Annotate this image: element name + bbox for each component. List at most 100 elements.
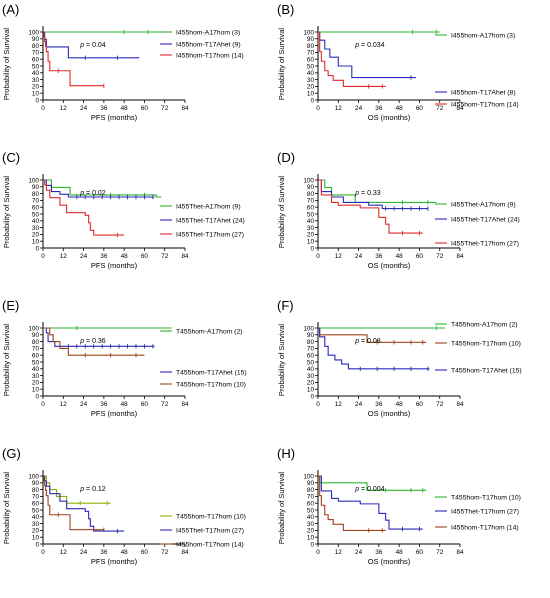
x-tick-label: 48 bbox=[121, 253, 129, 260]
x-tick-label: 60 bbox=[141, 401, 149, 408]
x-tick-label: 24 bbox=[80, 549, 88, 556]
y-tick-label: 30 bbox=[32, 521, 40, 528]
km-curve bbox=[43, 475, 125, 532]
p-symbol: p bbox=[79, 486, 84, 493]
y-tick-label: 100 bbox=[28, 177, 39, 184]
y-tick-label: 100 bbox=[303, 29, 314, 36]
x-tick-label: 60 bbox=[416, 549, 424, 556]
x-tick-label: 72 bbox=[161, 549, 169, 556]
y-tick-label: 0 bbox=[35, 245, 39, 252]
legend-label: T455hom-T17hom (10) bbox=[451, 340, 521, 347]
x-tick-label: 60 bbox=[141, 549, 149, 556]
x-tick-label: 24 bbox=[80, 105, 88, 112]
y-tick-label: 60 bbox=[32, 205, 40, 212]
y-tick-label: 10 bbox=[307, 387, 315, 394]
x-tick-label: 24 bbox=[355, 401, 363, 408]
series-t455hom-t17ahet-15 bbox=[318, 327, 430, 371]
panel-label: (H) bbox=[277, 446, 295, 461]
legend-label: T455hom-T17hom (10) bbox=[176, 513, 246, 520]
y-tick-label: 0 bbox=[35, 97, 39, 104]
series-i455hom-a17hom-3 bbox=[43, 29, 165, 35]
x-tick-label: 48 bbox=[396, 105, 404, 112]
km-curve bbox=[318, 327, 430, 370]
y-tick-label: 10 bbox=[32, 239, 40, 246]
y-tick-label: 90 bbox=[307, 480, 315, 487]
x-tick-label: 24 bbox=[355, 549, 363, 556]
y-axis-label: Probability of Survival bbox=[2, 324, 11, 396]
y-tick-label: 80 bbox=[307, 487, 315, 494]
km-curve bbox=[43, 179, 155, 198]
legend-label: I455Thet-A17hom (9) bbox=[176, 203, 241, 210]
x-tick-label: 12 bbox=[335, 253, 343, 260]
y-tick-label: 50 bbox=[32, 359, 40, 366]
y-tick-label: 40 bbox=[32, 514, 40, 521]
km-curve bbox=[318, 475, 386, 531]
p-symbol: p bbox=[79, 190, 84, 197]
p-value-annotation: p = 0.12 bbox=[79, 486, 106, 493]
x-tick-label: 36 bbox=[100, 105, 108, 112]
series-i455thet-t17hom-27 bbox=[43, 179, 125, 238]
x-tick-label: 36 bbox=[375, 253, 383, 260]
p-value: = 0.034 bbox=[359, 42, 385, 49]
x-tick-label: 48 bbox=[121, 105, 129, 112]
x-tick-label: 24 bbox=[80, 253, 88, 260]
x-tick-label: 84 bbox=[181, 105, 189, 112]
km-curve bbox=[318, 31, 417, 79]
x-tick-label: 84 bbox=[456, 401, 464, 408]
y-tick-label: 30 bbox=[307, 373, 315, 380]
x-tick-label: 72 bbox=[161, 105, 169, 112]
p-value-annotation: p = 0.004 bbox=[354, 486, 385, 493]
x-tick-label: 24 bbox=[80, 401, 88, 408]
x-tick-label: 12 bbox=[60, 253, 68, 260]
y-tick-label: 100 bbox=[28, 473, 39, 480]
y-tick-label: 80 bbox=[32, 191, 40, 198]
y-tick-label: 10 bbox=[32, 91, 40, 98]
p-value-annotation: p = 0.04 bbox=[79, 42, 106, 49]
legend-label: T455hom-A17hom (2) bbox=[176, 328, 243, 335]
series-t455hom-a17hom-2 bbox=[43, 325, 172, 331]
y-tick-label: 70 bbox=[32, 494, 40, 501]
p-value-annotation: p = 0.36 bbox=[79, 338, 106, 345]
y-tick-label: 80 bbox=[32, 339, 40, 346]
y-tick-label: 50 bbox=[32, 211, 40, 218]
y-tick-label: 50 bbox=[32, 507, 40, 514]
y-tick-label: 90 bbox=[32, 480, 40, 487]
y-tick-label: 40 bbox=[32, 218, 40, 225]
y-tick-label: 20 bbox=[307, 528, 315, 535]
p-value-annotation: p = 0.33 bbox=[354, 190, 381, 197]
x-axis-label: PFS (months) bbox=[91, 409, 138, 418]
series-i455thet-t17hom-27 bbox=[318, 475, 423, 532]
y-tick-label: 70 bbox=[32, 198, 40, 205]
p-symbol: p bbox=[79, 42, 84, 49]
x-tick-label: 0 bbox=[316, 105, 320, 112]
x-tick-label: 36 bbox=[375, 105, 383, 112]
y-tick-label: 50 bbox=[32, 63, 40, 70]
y-axis-label: Probability of Survival bbox=[277, 176, 286, 248]
y-tick-label: 10 bbox=[307, 239, 315, 246]
y-tick-label: 20 bbox=[307, 232, 315, 239]
series-t455hom-a17hom-2 bbox=[318, 325, 445, 331]
km-curve bbox=[43, 31, 104, 87]
p-value-annotation: p = 0.08 bbox=[354, 338, 381, 345]
km-curve bbox=[43, 327, 145, 356]
series-t455hom-t17hom-10 bbox=[43, 327, 145, 358]
y-tick-label: 40 bbox=[307, 218, 315, 225]
y-tick-label: 80 bbox=[307, 191, 315, 198]
y-tick-label: 100 bbox=[28, 325, 39, 332]
x-tick-label: 72 bbox=[161, 401, 169, 408]
p-symbol: p bbox=[354, 190, 359, 197]
x-tick-label: 0 bbox=[316, 401, 320, 408]
x-tick-label: 84 bbox=[456, 105, 464, 112]
y-tick-label: 50 bbox=[307, 211, 315, 218]
legend-label: T455hom-T17Ahet (15) bbox=[176, 369, 247, 376]
y-tick-label: 60 bbox=[32, 353, 40, 360]
x-tick-label: 60 bbox=[141, 253, 149, 260]
x-tick-label: 84 bbox=[181, 401, 189, 408]
legend-label: I455Thet-T17Ahet (24) bbox=[451, 216, 520, 223]
y-axis-label: Probability of Survival bbox=[2, 176, 11, 248]
y-tick-label: 30 bbox=[32, 373, 40, 380]
y-tick-label: 80 bbox=[32, 43, 40, 50]
